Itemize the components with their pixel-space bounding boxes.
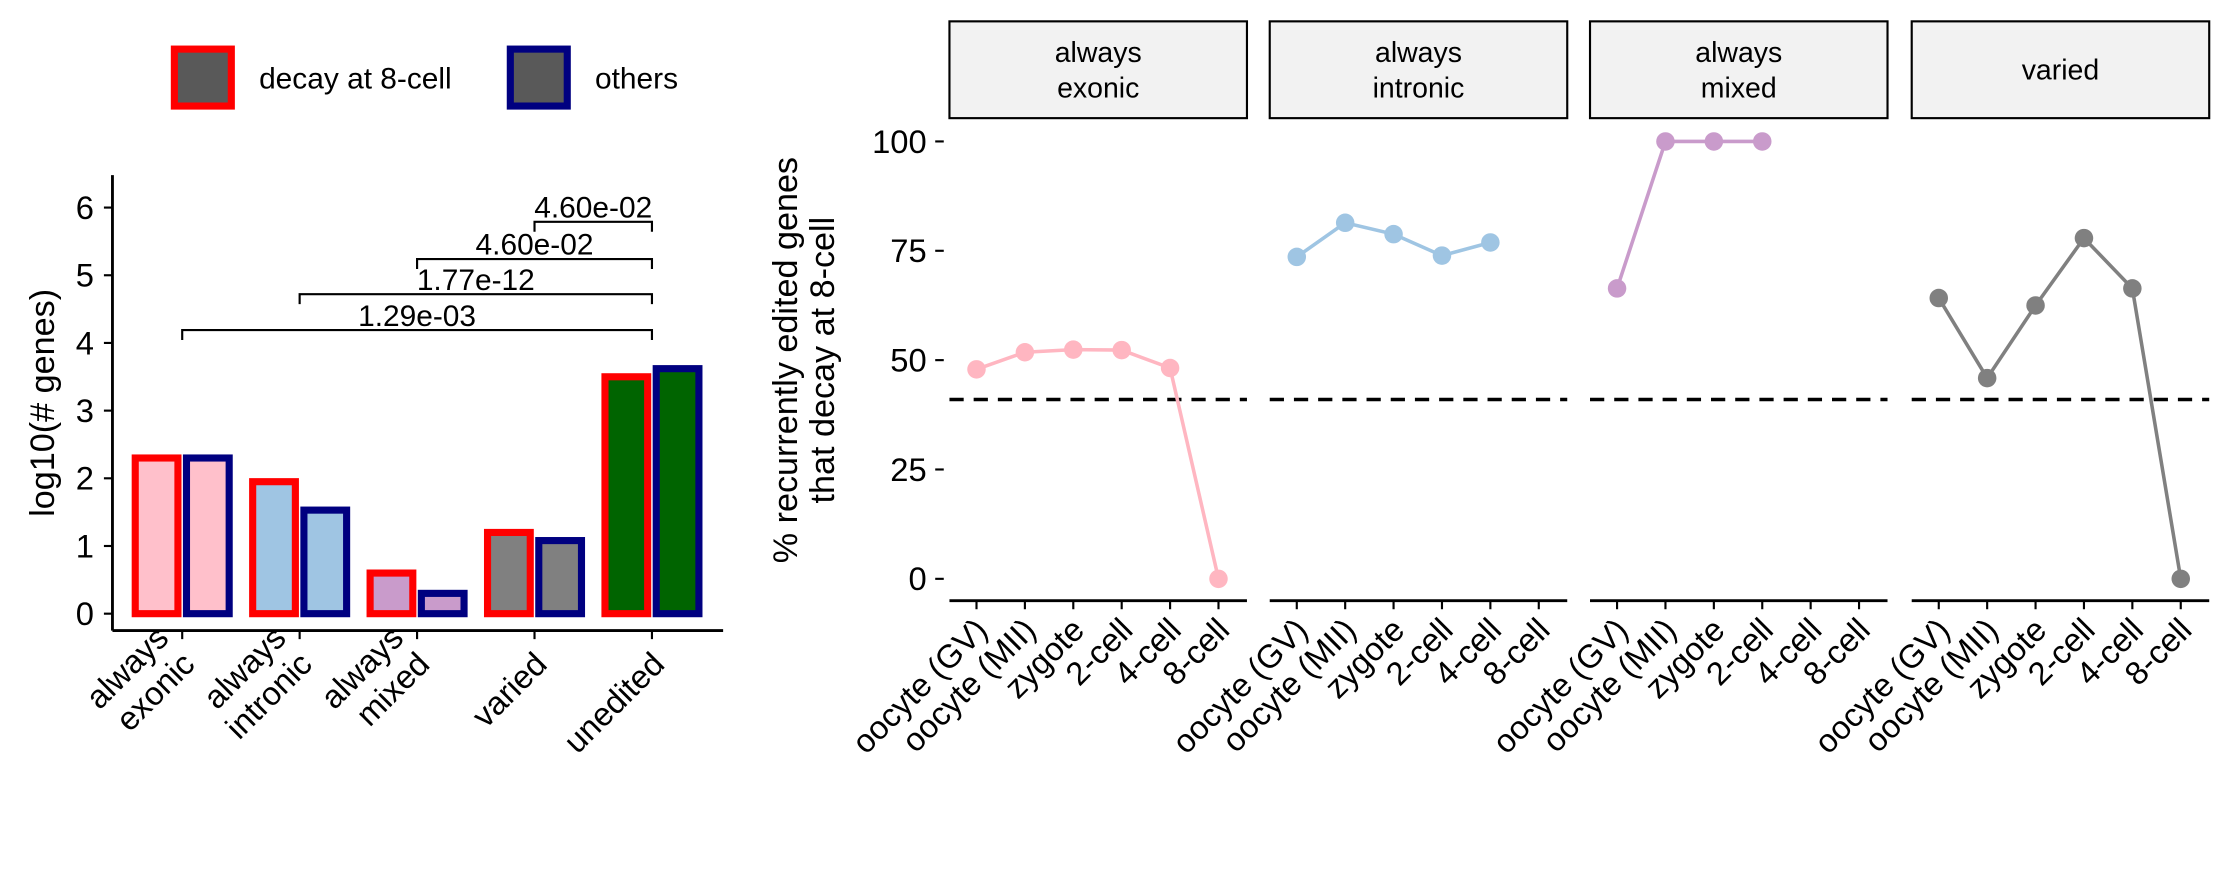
y-tick-label: 50 xyxy=(890,342,926,379)
point xyxy=(1656,132,1675,151)
x-tick-label-line: unedited xyxy=(556,645,671,760)
bar xyxy=(601,373,652,618)
point xyxy=(1704,132,1724,151)
point xyxy=(1335,213,1355,233)
strip xyxy=(1910,20,2211,120)
x-tick-label-line: varied xyxy=(465,645,554,734)
point xyxy=(2123,279,2142,298)
bar xyxy=(652,365,703,618)
y-tick-label: 6 xyxy=(76,189,94,226)
point xyxy=(2074,228,2094,248)
line xyxy=(975,347,1221,580)
point xyxy=(967,360,986,379)
strip-label: always exonic xyxy=(1055,37,1142,105)
legend-label: decay at 8-cell xyxy=(259,62,452,95)
p-value-label: 4.60e-02 xyxy=(534,192,652,225)
y-tick-label: 0 xyxy=(908,560,926,597)
point xyxy=(1607,279,1627,298)
x-tick-label: unedited xyxy=(556,645,671,760)
significance-bracket xyxy=(533,220,654,232)
legend-swatch xyxy=(506,45,571,110)
point xyxy=(1064,340,1083,359)
point xyxy=(1160,358,1180,378)
bar xyxy=(300,506,351,618)
legend-swatch xyxy=(170,45,235,110)
y-tick-label: 25 xyxy=(890,451,926,488)
point xyxy=(1929,288,1949,308)
line xyxy=(1615,139,1763,289)
strip-label-line: always xyxy=(1055,37,1142,69)
y-tick-label: 75 xyxy=(890,232,926,269)
y-tick-label: 0 xyxy=(76,595,94,632)
y-axis-label-line: that decay at 8-cell xyxy=(804,217,842,504)
p-value-label: 1.77e-12 xyxy=(417,264,535,297)
strip-label: always mixed xyxy=(1695,37,1782,105)
bar xyxy=(535,537,586,618)
bar xyxy=(249,478,299,618)
y-axis-label: log10(# genes) xyxy=(24,289,62,517)
x-tick-label: varied xyxy=(465,645,554,734)
point xyxy=(1384,224,1403,244)
point xyxy=(1432,246,1452,265)
significance-bracket xyxy=(416,257,654,269)
point xyxy=(1481,233,1500,252)
strip-label: always intronic xyxy=(1373,37,1465,105)
legend-label: others xyxy=(595,62,678,95)
point xyxy=(1112,340,1131,360)
bar xyxy=(483,528,534,618)
point xyxy=(1015,343,1035,362)
y-axis-label: % recurrently edited genesthat decay at … xyxy=(767,157,842,563)
strip xyxy=(948,20,1249,120)
significance-bracket xyxy=(181,329,654,341)
strip-label-line: always xyxy=(1695,37,1782,69)
strip-label-line: exonic xyxy=(1057,73,1139,105)
y-tick-label: 4 xyxy=(76,324,94,361)
strip-label-line: always xyxy=(1375,37,1462,69)
point xyxy=(1753,132,1772,151)
strip-label-line: varied xyxy=(2022,55,2100,87)
p-value-label: 1.29e-03 xyxy=(358,300,476,333)
line xyxy=(1937,235,2183,580)
p-value-label: 4.60e-02 xyxy=(476,229,594,262)
bar xyxy=(366,569,417,618)
y-tick-label: 100 xyxy=(872,123,927,160)
y-axis-label-line: % recurrently edited genes xyxy=(767,157,805,563)
strip xyxy=(1588,20,1889,120)
bar xyxy=(417,589,468,618)
strip xyxy=(1268,20,1569,120)
strip-label-line: mixed xyxy=(1701,73,1777,105)
bar xyxy=(131,454,182,618)
point xyxy=(1287,247,1307,267)
bar xyxy=(182,454,233,618)
y-tick-label: 5 xyxy=(76,257,94,294)
point xyxy=(2171,569,2191,589)
y-tick-label: 1 xyxy=(76,527,94,564)
significance-bracket xyxy=(298,293,654,305)
point xyxy=(2026,296,2045,315)
strip-label: varied xyxy=(2022,55,2100,87)
y-tick-label: 2 xyxy=(76,460,94,497)
strip-label-line: intronic xyxy=(1373,73,1465,105)
y-tick-label: 3 xyxy=(76,392,94,429)
point xyxy=(1209,569,1228,589)
point xyxy=(1977,368,1997,388)
